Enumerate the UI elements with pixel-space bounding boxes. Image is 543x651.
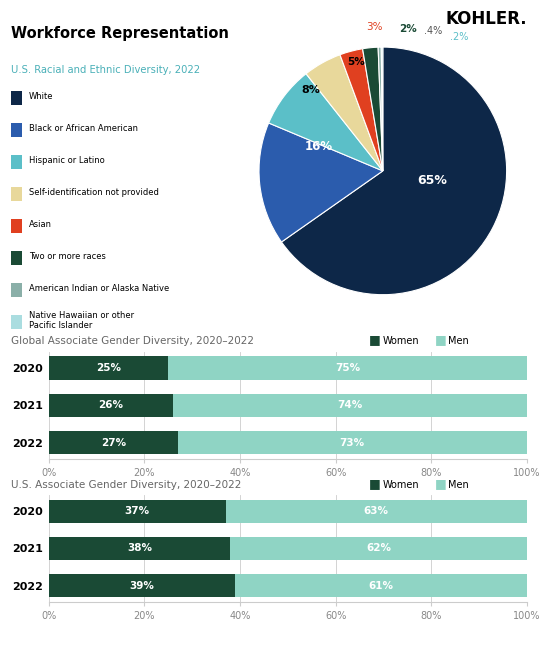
Text: Women: Women (383, 337, 419, 346)
Text: 61%: 61% (369, 581, 394, 590)
Bar (49, 500, 226, 523)
Text: .2%: .2% (450, 32, 469, 42)
Wedge shape (259, 123, 383, 242)
Text: 62%: 62% (366, 544, 391, 553)
Text: White: White (29, 92, 53, 101)
Text: Workforce Representation: Workforce Representation (11, 26, 229, 41)
Text: 73%: 73% (340, 437, 365, 447)
FancyBboxPatch shape (11, 123, 22, 137)
Text: 63%: 63% (364, 506, 389, 516)
Bar (235, 574, 527, 598)
Text: 75%: 75% (335, 363, 360, 373)
Bar (230, 537, 527, 560)
Text: U.S. Associate Gender Diversity, 2020–2022: U.S. Associate Gender Diversity, 2020–20… (11, 480, 241, 490)
Wedge shape (281, 47, 507, 295)
Text: Asian: Asian (29, 220, 52, 229)
Text: Self-identification not provided: Self-identification not provided (29, 188, 159, 197)
Wedge shape (381, 47, 383, 171)
Wedge shape (378, 47, 383, 171)
Text: Men: Men (448, 480, 469, 490)
FancyBboxPatch shape (11, 187, 22, 201)
Text: ■: ■ (434, 477, 446, 490)
Bar (168, 357, 527, 380)
Bar (226, 500, 527, 523)
Text: Black or African American: Black or African American (29, 124, 138, 133)
Text: Global Associate Gender Diversity, 2020–2022: Global Associate Gender Diversity, 2020–… (11, 337, 254, 346)
Text: 38%: 38% (127, 544, 152, 553)
Text: 2%: 2% (399, 23, 416, 33)
FancyBboxPatch shape (11, 155, 22, 169)
Text: 74%: 74% (337, 400, 363, 410)
Text: 27%: 27% (101, 437, 126, 447)
Text: U.S. Racial and Ethnic Diversity, 2022: U.S. Racial and Ethnic Diversity, 2022 (11, 65, 200, 75)
Text: 39%: 39% (130, 581, 155, 590)
Bar (49, 357, 168, 380)
Text: Hispanic or Latino: Hispanic or Latino (29, 156, 105, 165)
Text: .4%: .4% (425, 26, 443, 36)
FancyBboxPatch shape (11, 251, 22, 266)
FancyBboxPatch shape (11, 283, 22, 298)
Wedge shape (306, 55, 383, 171)
Text: American Indian or Alaska Native: American Indian or Alaska Native (29, 284, 169, 293)
Text: 8%: 8% (301, 85, 320, 96)
Text: Native Hawaiian or other
Pacific Islander: Native Hawaiian or other Pacific Islande… (29, 311, 134, 330)
Text: KOHLER.: KOHLER. (445, 10, 527, 28)
Wedge shape (363, 47, 383, 171)
Bar (49, 431, 178, 454)
Text: 3%: 3% (366, 22, 382, 33)
Text: Two or more races: Two or more races (29, 252, 106, 261)
Text: 65%: 65% (418, 174, 447, 187)
Wedge shape (340, 49, 383, 171)
FancyBboxPatch shape (11, 315, 22, 329)
FancyBboxPatch shape (11, 90, 22, 105)
Text: ■: ■ (434, 333, 446, 346)
Text: 25%: 25% (96, 363, 121, 373)
Bar (178, 431, 527, 454)
Text: ■: ■ (369, 477, 381, 490)
Bar (173, 394, 527, 417)
Bar (49, 394, 173, 417)
Text: ■: ■ (369, 333, 381, 346)
Text: Men: Men (448, 337, 469, 346)
Text: 37%: 37% (125, 506, 150, 516)
FancyBboxPatch shape (11, 219, 22, 233)
Text: 16%: 16% (305, 139, 332, 152)
Bar (49, 537, 230, 560)
Bar (49, 574, 235, 598)
Text: Women: Women (383, 480, 419, 490)
Text: 5%: 5% (346, 57, 364, 67)
Text: 26%: 26% (98, 400, 123, 410)
Wedge shape (269, 74, 383, 171)
